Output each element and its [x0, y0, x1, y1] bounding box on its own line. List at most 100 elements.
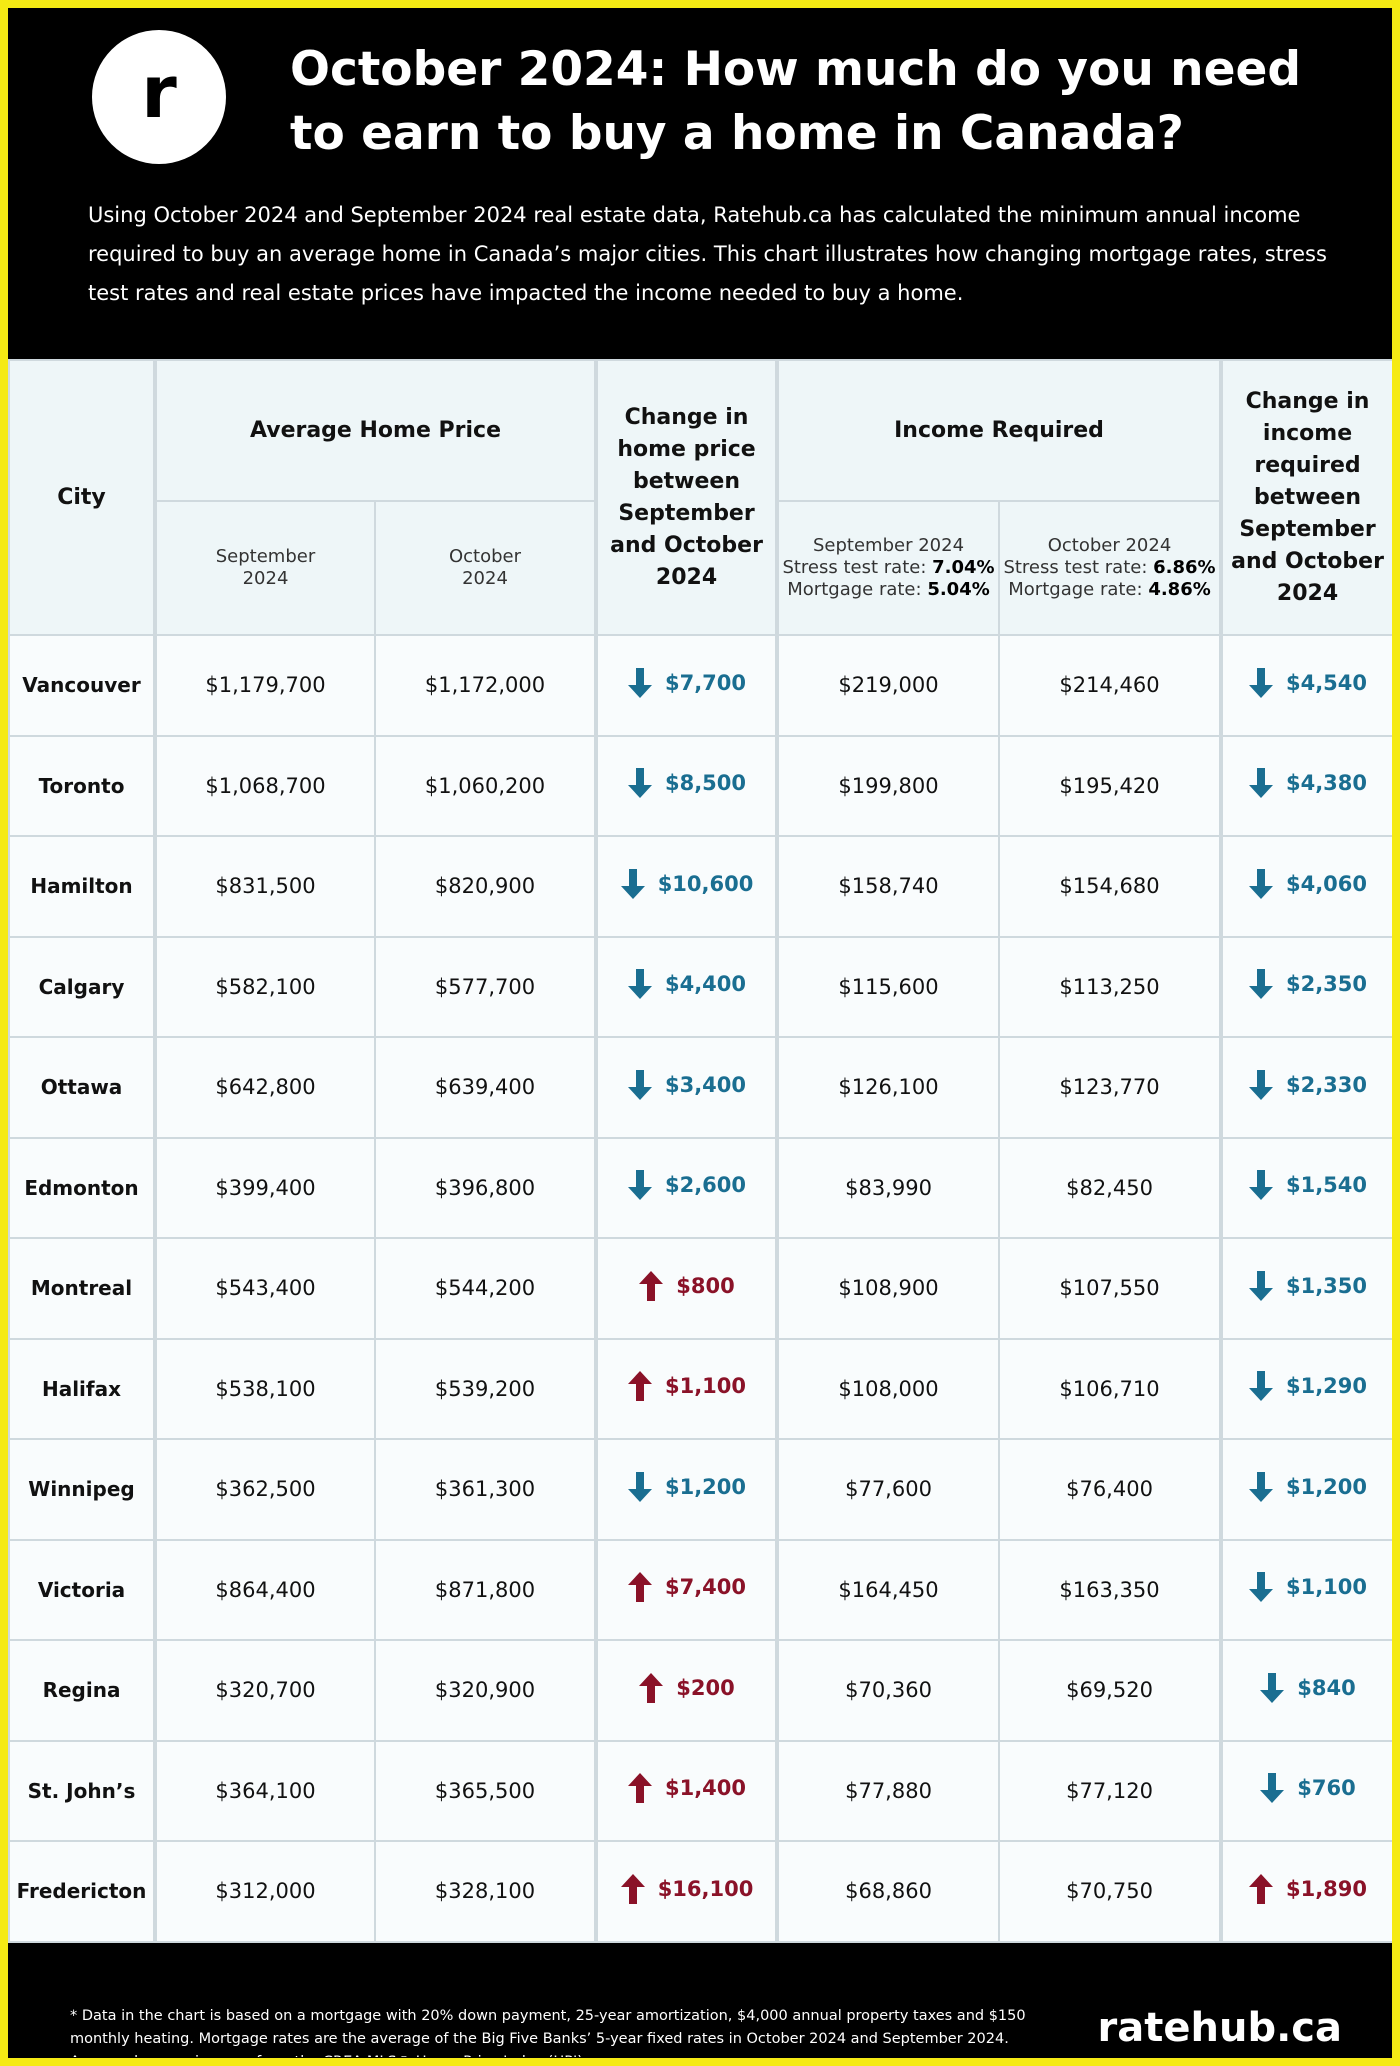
arrow-shape — [627, 1069, 652, 1100]
income-sep: $158,740 — [776, 835, 1001, 938]
change: $4,060 — [1248, 868, 1367, 899]
arrow-shape — [1260, 1672, 1285, 1703]
change-cell: $1,200 — [1220, 1438, 1392, 1541]
change: $1,400 — [627, 1773, 747, 1804]
price-sep: $582,100 — [154, 935, 376, 1038]
change-cell: $800 — [595, 1237, 780, 1340]
change: $2,350 — [1248, 969, 1367, 1000]
income-oct: $76,400 — [998, 1438, 1224, 1541]
footer: * Data in the chart is based on a mortga… — [8, 1941, 1392, 2058]
arrow-shape — [1248, 1069, 1273, 1100]
logo: r — [92, 30, 226, 164]
change-cell: $2,330 — [1220, 1036, 1392, 1139]
change: $8,500 — [627, 768, 746, 799]
sub-header: September 2024 Stress test rate: 7.04% Mor… — [776, 500, 1001, 636]
arrow-up — [639, 1672, 664, 1703]
change-value: $16,100 — [657, 1876, 754, 1901]
change: $1,890 — [1248, 1873, 1367, 1904]
table-row: Regina $320,700 $320,900 $200 $70,360 $69,520… — [8, 1639, 1392, 1742]
change: $2,600 — [627, 1170, 746, 1201]
change: $4,540 — [1248, 667, 1368, 698]
table-row: Fredericton $312,000 $328,100 $16,100 $68,86… — [8, 1840, 1392, 1943]
column-header: Change in income required between Septem… — [1220, 359, 1392, 636]
price-oct: $539,200 — [373, 1337, 599, 1440]
arrow-up — [627, 1773, 652, 1804]
income-oct: $82,450 — [998, 1136, 1224, 1239]
city: Victoria — [8, 1538, 157, 1641]
arrow-down — [1248, 868, 1273, 899]
income-sep: $219,000 — [776, 634, 1001, 737]
city: Fredericton — [8, 1840, 157, 1943]
change: $3,400 — [627, 1069, 747, 1100]
city: Regina — [8, 1639, 157, 1742]
change-value: $1,540 — [1285, 1173, 1368, 1198]
arrow-up — [639, 1270, 664, 1301]
arrow-shape — [1248, 1873, 1273, 1904]
change: $4,400 — [627, 969, 746, 1000]
income-oct: $163,350 — [998, 1538, 1224, 1641]
table-row: Halifax $538,100 $539,200 $1,100 $108,000 $10… — [8, 1337, 1392, 1440]
change-value: $1,290 — [1285, 1374, 1368, 1399]
price-oct: $820,900 — [373, 835, 599, 938]
change-cell: $16,100 — [595, 1840, 780, 1943]
change-cell: $1,100 — [595, 1337, 780, 1440]
arrow-down — [627, 768, 652, 799]
city: Vancouver — [8, 634, 157, 737]
change: $7,400 — [627, 1572, 746, 1603]
table-row: Toronto $1,068,700 $1,060,200 $8,500 $199,80… — [8, 734, 1392, 837]
price-sep: $320,700 — [154, 1639, 376, 1742]
change-value: $200 — [676, 1675, 735, 1700]
table-row: Winnipeg $362,500 $361,300 $1,200 $77,600 $76… — [8, 1438, 1392, 1541]
description: Using October 2024 and September 2024 re… — [88, 203, 1327, 305]
change: $10,600 — [620, 868, 753, 899]
arrow-shape — [1248, 1170, 1273, 1201]
table-row: Victoria $864,400 $871,800 $7,400 $164,450 $1… — [8, 1538, 1392, 1641]
income-oct: $69,520 — [998, 1639, 1224, 1742]
change-value: $1,200 — [1285, 1474, 1368, 1499]
income-oct: $70,750 — [998, 1840, 1224, 1943]
price-oct: $328,100 — [373, 1840, 599, 1943]
arrow-shape — [1248, 969, 1273, 1000]
price-sep: $543,400 — [154, 1237, 376, 1340]
table-row: Montreal $543,400 $544,200 $800 $108,900 $107… — [8, 1237, 1392, 1340]
income-oct: $106,710 — [998, 1337, 1224, 1440]
change: $1,100 — [627, 1371, 746, 1402]
change-value: $4,540 — [1285, 670, 1368, 695]
change: $2,330 — [1248, 1069, 1367, 1100]
income-sep: $83,990 — [776, 1136, 1001, 1239]
arrow-down — [1248, 1371, 1273, 1402]
table-row: Edmonton $399,400 $396,800 $2,600 $83,990 $82… — [8, 1136, 1392, 1239]
change-cell: $3,400 — [595, 1036, 780, 1139]
price-sep: $864,400 — [154, 1538, 376, 1641]
price-sep: $1,068,700 — [154, 734, 376, 837]
change-cell: $1,100 — [1220, 1538, 1392, 1641]
rate-label: Stress test rate: — [1003, 557, 1148, 578]
sub-month: September 2024 — [813, 535, 965, 556]
change-value: $800 — [676, 1273, 735, 1298]
arrow-down — [1248, 1471, 1273, 1502]
change-value: $840 — [1297, 1675, 1356, 1700]
change-cell: $1,200 — [595, 1438, 780, 1541]
arrow-shape — [1260, 1773, 1285, 1804]
price-oct: $320,900 — [373, 1639, 599, 1742]
income-oct: $123,770 — [998, 1036, 1224, 1139]
change: $840 — [1259, 1672, 1356, 1703]
rate-label: Mortgage rate: — [1008, 579, 1143, 600]
change-value: $1,400 — [664, 1776, 747, 1801]
title-line: to earn to buy a home in Canada? — [290, 106, 1184, 161]
income-oct: $107,550 — [998, 1237, 1224, 1340]
change-cell: $840 — [1220, 1639, 1392, 1742]
arrow-shape — [639, 1672, 664, 1703]
price-sep: $399,400 — [154, 1136, 376, 1239]
table-row: Calgary $582,100 $577,700 $4,400 $115,600 $11… — [8, 935, 1392, 1038]
city: Halifax — [8, 1337, 157, 1440]
arrow-down — [1248, 1572, 1273, 1603]
table-row: Ottawa $642,800 $639,400 $3,400 $126,100 $123… — [8, 1036, 1392, 1139]
arrow-shape — [627, 1773, 652, 1804]
price-sep: $538,100 — [154, 1337, 376, 1440]
group-header: Average Home Price — [153, 359, 599, 502]
change-value: $3,400 — [664, 1072, 747, 1097]
arrow-down — [1248, 667, 1273, 698]
income-sep: $126,100 — [776, 1036, 1001, 1139]
income-oct: $154,680 — [998, 835, 1224, 938]
